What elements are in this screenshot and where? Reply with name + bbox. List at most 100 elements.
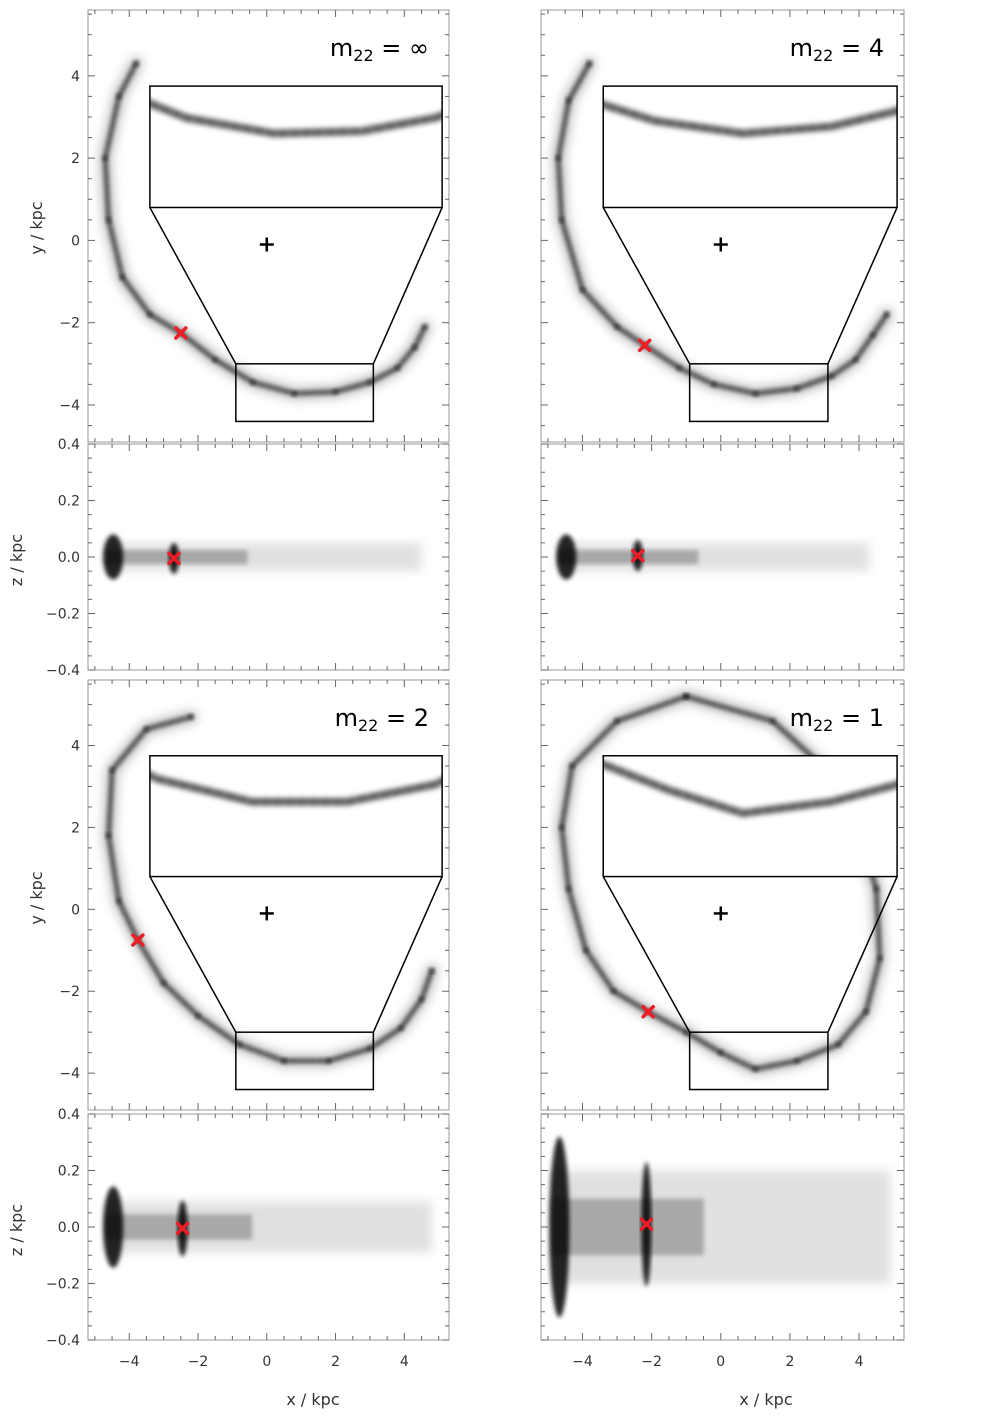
zoom-box [688, 1031, 829, 1091]
stream-point-14 [876, 955, 883, 962]
panel-5-xz: −4 −2 0 2 4 −0.4 −0.2 0.0 0.2 0.4 [46, 1107, 450, 1370]
panel-title-value: = 1 [833, 704, 884, 732]
x-tick-label: 0 [262, 1354, 271, 1370]
stream-point-8 [683, 1029, 690, 1036]
inset-content [603, 759, 898, 819]
panel-title: m22 = ∞ [330, 34, 429, 65]
stream-profile-core [551, 1198, 704, 1256]
stream-end-clump [549, 1136, 570, 1318]
stream-point-10 [752, 1066, 759, 1073]
progenitor-marker-b [131, 933, 145, 947]
progenitor-marker-b [175, 1221, 190, 1236]
stream-point-5 [146, 311, 153, 318]
y-tick-label: 4 [71, 69, 80, 85]
stream-point-13 [411, 344, 418, 351]
y-tick-label: −0.4 [46, 663, 80, 679]
stream-point-12 [397, 1025, 404, 1032]
panel-title-value: = 2 [378, 704, 429, 732]
y-tick-label: 0 [71, 902, 80, 918]
x-tick-label: −2 [641, 1354, 662, 1370]
zoom-connector-right [372, 876, 443, 1033]
stream-point-6 [610, 988, 617, 995]
x-tick-label: −4 [572, 1354, 593, 1370]
panel-6-xy: m22 = 1 [540, 679, 905, 1111]
stream-point-10 [332, 388, 339, 395]
x-tick-label: 0 [716, 1354, 725, 1370]
stream-point-8 [250, 379, 257, 386]
panel-title-subscript: 22 [813, 716, 833, 735]
x-tick-label: −4 [119, 1354, 140, 1370]
stream-point-8 [236, 1041, 243, 1048]
panel-4-xy: m22 = 2 −4 −2 0 2 4 [59, 679, 450, 1111]
stream-point-7 [676, 364, 683, 371]
stream-point-7 [212, 356, 219, 363]
stream-point-13 [869, 332, 876, 339]
panel-frame [540, 679, 905, 1111]
y-tick-label: −0.4 [46, 1333, 80, 1349]
y-tick-label: −2 [59, 984, 80, 1000]
stream-point-1 [565, 97, 572, 104]
stream-point-4 [565, 885, 572, 892]
zoom-connector-left [602, 207, 691, 365]
stream-point-9 [280, 1057, 287, 1064]
stream-point-6 [160, 980, 167, 987]
stream-point-1 [614, 717, 621, 724]
inset-box [602, 85, 898, 209]
stream-point-1 [115, 93, 122, 100]
plot-area [103, 1186, 432, 1268]
plot-area [101, 709, 443, 1091]
zoom-box [235, 363, 375, 423]
stream-point-0 [188, 713, 195, 720]
panel-title-subscript: 22 [813, 46, 833, 65]
stream-halo [554, 689, 887, 1076]
panel-title: m22 = 2 [335, 704, 429, 735]
plot-area [551, 56, 898, 423]
zoom-box [235, 1031, 375, 1091]
stream-point-0 [133, 60, 140, 67]
inset-box [149, 755, 443, 878]
zoom-connector-right [372, 207, 443, 365]
stream-end-clump [103, 1186, 124, 1268]
y-tick-label: 0.0 [58, 1220, 80, 1236]
stream-point-12 [835, 1041, 842, 1048]
stream-point-0 [586, 60, 593, 67]
plot-area [554, 689, 898, 1091]
stream-point-10 [793, 385, 800, 392]
panel-2-xy: m22 = 4 [540, 9, 905, 443]
stream-point-2 [109, 767, 116, 774]
progenitor-marker-b [167, 551, 181, 566]
stream-point-7 [195, 1012, 202, 1019]
y-axis-label-top: y / kpc [27, 201, 46, 254]
inset-content [149, 98, 443, 139]
panel-frame [87, 9, 450, 443]
y-tick-label: 0.2 [58, 494, 80, 510]
stream-point-3 [105, 832, 112, 839]
stream-point-13 [862, 1008, 869, 1015]
y-tick-label: 0.2 [58, 1164, 80, 1180]
x-tick-label: 4 [855, 1354, 864, 1370]
y-tick-label: 0.4 [58, 1107, 80, 1123]
stream-profile-core [558, 549, 699, 565]
stream-core [559, 693, 883, 1072]
stream-point-4 [579, 286, 586, 293]
stream-point-18 [683, 693, 690, 700]
stream-point-2 [555, 155, 562, 162]
plot-area [98, 56, 443, 423]
stream-end-clump [556, 534, 577, 580]
y-tick-label: −0.2 [46, 607, 80, 623]
stream-point-9 [291, 390, 298, 397]
stream-point-5 [614, 323, 621, 330]
inset-box [149, 85, 443, 209]
zoom-box [688, 363, 829, 423]
panel-3-xz [540, 443, 905, 671]
stream-point-12 [852, 356, 859, 363]
stream-point-4 [119, 274, 126, 281]
z-axis-label-bottom: z / kpc [7, 1204, 26, 1256]
stream-point-9 [752, 390, 759, 397]
y-tick-label: 2 [71, 151, 80, 167]
stream-point-13 [418, 996, 425, 1003]
panel-title-base: m [790, 34, 813, 62]
progenitor-marker-b [641, 1004, 655, 1019]
stream-point-3 [105, 216, 112, 223]
stream-end-clump [103, 534, 124, 580]
